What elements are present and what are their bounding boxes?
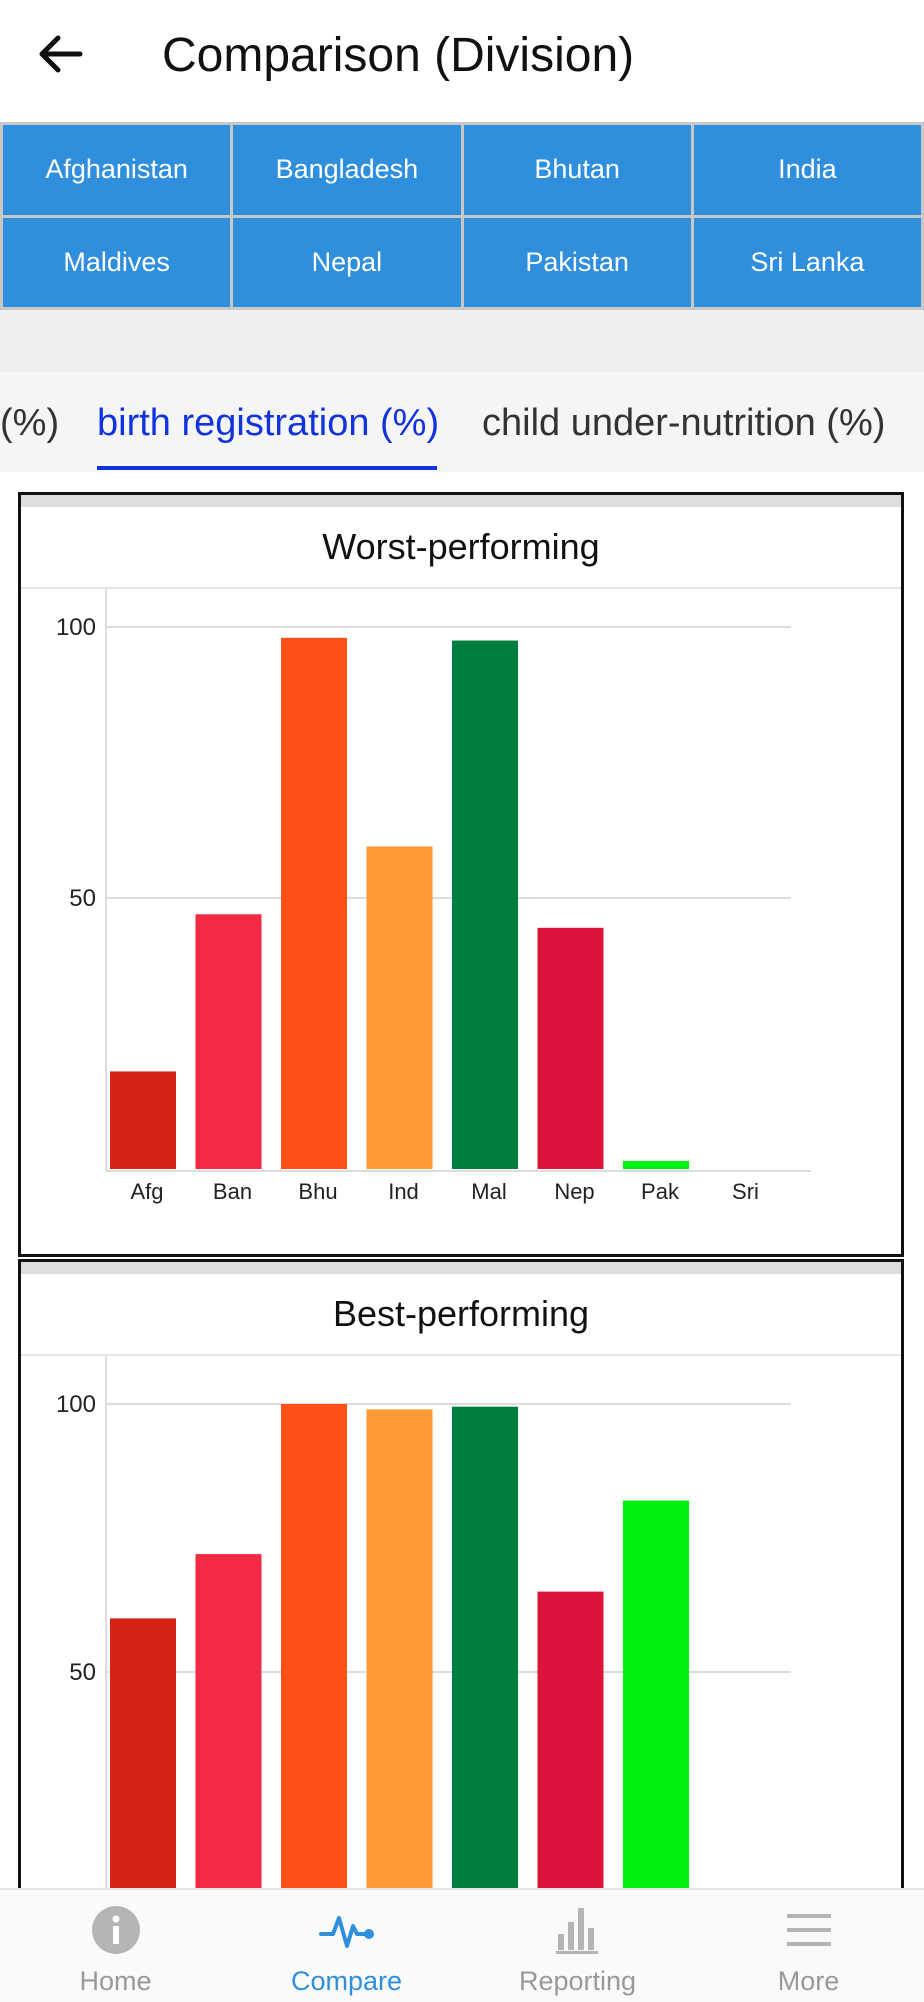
nav-reporting[interactable]: Reporting [462, 1890, 693, 2002]
bar-afg[interactable] [110, 1071, 176, 1169]
country-button-pakistan[interactable]: Pakistan [463, 217, 691, 307]
menu-icon [786, 1914, 831, 1946]
country-button-maldives[interactable]: Maldives [3, 217, 231, 307]
country-button-india[interactable]: India [693, 125, 921, 215]
info-icon [91, 1906, 140, 1954]
x-tick-label: Nep [554, 1179, 594, 1204]
bar-ind[interactable] [366, 1409, 433, 1919]
bar-mal[interactable] [452, 1406, 518, 1919]
y-tick-label: 50 [69, 885, 96, 912]
nav-more[interactable]: More [693, 1890, 924, 2002]
bar-bhu[interactable] [281, 1404, 347, 1919]
bar-chart-icon [555, 1908, 598, 1954]
chart-card-worst: Worst-performing 50 100 Afg Ban Bhu Ind Mal Nep… [18, 492, 904, 1257]
pulse-icon [318, 1916, 374, 1948]
tab-child-under-nutrition[interactable]: child under-nutrition (%) [482, 402, 886, 444]
country-button-nepal[interactable]: Nepal [233, 217, 461, 307]
nav-home-label: Home [79, 1966, 152, 1996]
bar-pak[interactable] [623, 1160, 689, 1169]
x-tick-label: Sri [732, 1179, 759, 1204]
bar-pak[interactable] [623, 1500, 689, 1919]
y-tick-label: 100 [56, 614, 96, 641]
bar-nep[interactable] [537, 927, 604, 1169]
nav-home[interactable]: Home [0, 1890, 231, 2002]
tab-previous-indicator[interactable]: (%) [0, 402, 60, 444]
country-button-sri-lanka[interactable]: Sri Lanka [693, 217, 921, 307]
nav-more-label: More [777, 1966, 840, 1996]
page-title: Comparison (Division) [162, 29, 635, 82]
chart-title-best: Best-performing [21, 1274, 901, 1356]
active-tab-indicator [97, 466, 437, 470]
x-tick-label: Ban [213, 1179, 252, 1204]
bottom-navigation: Home Compare Reporting More [0, 1888, 924, 2002]
bar-chart-worst: 50 100 Afg Ban Bhu Ind Mal Nep Pak Sri [56, 589, 811, 1204]
nav-compare[interactable]: Compare [231, 1890, 462, 2002]
bar-chart-best: 50 100 [56, 1356, 791, 1919]
x-tick-label: Mal [471, 1179, 506, 1204]
country-button-bangladesh[interactable]: Bangladesh [233, 125, 461, 215]
bar-nep[interactable] [537, 1591, 604, 1919]
bar-ban[interactable] [195, 914, 262, 1169]
nav-reporting-label: Reporting [518, 1966, 637, 1996]
x-tick-label: Ind [388, 1179, 419, 1204]
x-tick-label: Afg [130, 1179, 163, 1204]
y-tick-label: 50 [69, 1659, 96, 1686]
bar-mal[interactable] [452, 640, 518, 1169]
country-grid: Afghanistan Bangladesh Bhutan India Mald… [0, 122, 924, 310]
country-button-afghanistan[interactable]: Afghanistan [3, 125, 231, 215]
section-spacer [0, 310, 924, 372]
indicator-tabs: (%) birth registration (%) child under-n… [0, 372, 924, 472]
nav-compare-label: Compare [290, 1966, 403, 1996]
chart-title-worst: Worst-performing [21, 507, 901, 589]
bar-bhu[interactable] [281, 637, 347, 1169]
back-arrow-icon[interactable] [30, 24, 90, 84]
bar-ind[interactable] [366, 846, 433, 1169]
country-button-bhutan[interactable]: Bhutan [463, 125, 691, 215]
tab-birth-registration[interactable]: birth registration (%) [97, 402, 440, 444]
chart-card-best: Best-performing 50 100 [18, 1259, 904, 1919]
bar-afg[interactable] [110, 1618, 176, 1919]
card-topbar [21, 1262, 901, 1274]
bar-ban[interactable] [195, 1554, 262, 1919]
x-tick-label: Pak [641, 1179, 680, 1204]
card-topbar [21, 495, 901, 507]
app-header: Comparison (Division) [0, 0, 924, 122]
x-tick-label: Bhu [298, 1179, 337, 1204]
y-tick-label: 100 [56, 1391, 96, 1418]
